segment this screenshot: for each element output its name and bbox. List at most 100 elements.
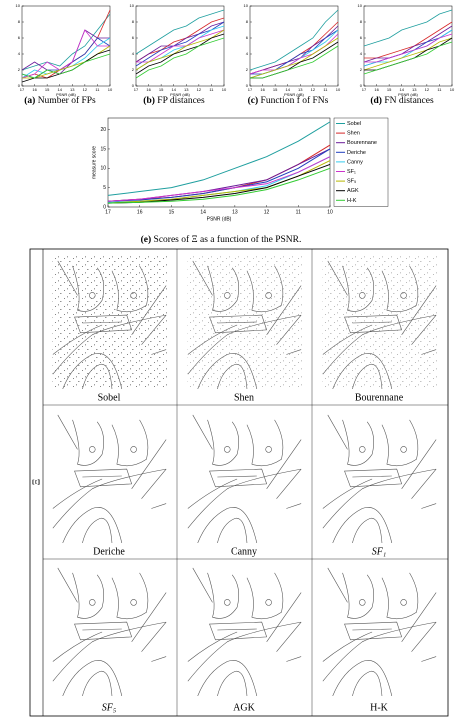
legend-label: Shen [347, 131, 360, 137]
caption: (d) FN distances [370, 95, 434, 106]
x-tick-label: 10 [336, 87, 341, 92]
series-line [135, 17, 225, 63]
x-axis-label: PSNR (dB) [207, 216, 232, 222]
y-tick-label: 6 [18, 35, 21, 40]
image-table: Ξ [29, 248, 449, 717]
image-label: SF₅ [102, 702, 117, 713]
series-line [107, 121, 331, 196]
edge-image [52, 567, 167, 696]
series-line [21, 53, 111, 79]
caption-label: (d) [370, 95, 382, 106]
series-line [249, 9, 339, 71]
x-tick-label: 14 [285, 87, 290, 92]
y-tick-label: 8 [132, 19, 135, 24]
y-tick-label: 10 [130, 3, 135, 8]
series-line [107, 156, 331, 202]
caption-text: Scores of Ξ as a function of the PSNR. [154, 234, 302, 245]
x-tick-label: 10 [108, 87, 113, 92]
x-axis-label: PSNR (dB) [398, 92, 418, 97]
x-tick-label: 12 [264, 209, 270, 215]
y-tick-label: 2 [132, 67, 135, 72]
series-line [135, 21, 225, 63]
x-tick-label: 11 [323, 87, 328, 92]
image-label: H-K [370, 702, 389, 713]
edge-image [52, 256, 167, 389]
legend-label: SF₁ [347, 169, 356, 175]
legend-label: H-K [347, 198, 357, 204]
caption-label: (e) [141, 234, 152, 245]
caption: (a) Number of FPs [24, 95, 96, 106]
x-tick-label: 11 [296, 209, 301, 215]
x-tick-label: 16 [374, 87, 379, 92]
caption-text: Number of FPs [38, 95, 96, 106]
x-tick-label: 14 [399, 87, 404, 92]
caption-label: (b) [143, 95, 155, 106]
x-tick-label: 10 [327, 209, 333, 215]
caption: (c) Function f of FNs [248, 95, 329, 106]
plot-area [107, 117, 331, 208]
series-line [21, 29, 110, 79]
y-tick-label: 15 [100, 146, 106, 152]
x-tick-label: 16 [260, 87, 265, 92]
series-line [136, 29, 225, 63]
series-line [21, 13, 111, 71]
edge-map [52, 414, 167, 543]
edge-map [322, 414, 437, 543]
x-tick-label: 10 [222, 87, 227, 92]
series-line [135, 33, 225, 75]
x-tick-label: 12 [425, 87, 430, 92]
series-line [135, 9, 225, 55]
table-border [29, 248, 449, 717]
legend-label: AGK [347, 188, 359, 194]
series-line [135, 29, 225, 71]
x-tick-label: 10 [450, 87, 455, 92]
x-tick-label: 13 [184, 87, 189, 92]
series-line [250, 45, 339, 79]
caption: (e) Scores of Ξ as a function of the PSN… [141, 234, 302, 245]
legend-label: Canny [347, 159, 363, 165]
x-tick-label: 17 [20, 87, 25, 92]
y-tick-label: 10 [100, 166, 106, 172]
series-line [249, 25, 339, 75]
x-tick-label: 17 [362, 87, 367, 92]
image-label: SF₁ [372, 546, 387, 557]
series-line [135, 25, 225, 71]
y-tick-label: 2 [246, 67, 249, 72]
edge-map [187, 567, 302, 696]
y-tick-label: 10 [358, 3, 363, 8]
y-tick-label: 0 [360, 83, 363, 88]
caption-text: FN distances [384, 96, 434, 106]
edge-map [52, 567, 167, 696]
x-tick-label: 15 [45, 87, 50, 92]
legend-label: SF₅ [347, 179, 356, 185]
y-tick-label: 0 [132, 83, 135, 88]
legend-label: Deriche [347, 150, 366, 156]
y-axis-label: measure score [91, 146, 97, 179]
legend-label: Sobel [347, 121, 361, 127]
x-tick-label: 12 [197, 87, 202, 92]
y-tick-label: 4 [132, 51, 135, 56]
caption-label: (a) [24, 95, 35, 106]
caption-text: FP distances [157, 96, 205, 106]
y-tick-label: 5 [103, 185, 106, 191]
x-tick-label: 15 [387, 87, 392, 92]
edge-image [322, 414, 437, 543]
y-tick-label: 10 [244, 3, 249, 8]
x-tick-label: 11 [209, 87, 214, 92]
image-label: Bourennane [355, 392, 404, 403]
y-tick-label: 6 [246, 35, 249, 40]
image-label: Sobel [98, 392, 121, 403]
x-axis-label: PSNR (dB) [284, 92, 304, 97]
y-tick-label: 2 [360, 67, 363, 72]
x-axis-label: PSNR (dB) [56, 92, 76, 97]
x-tick-label: 12 [311, 87, 316, 92]
y-tick-label: 0 [18, 83, 21, 88]
image-label: Canny [231, 546, 257, 557]
edge-image [322, 256, 437, 389]
series-line [363, 25, 453, 63]
series-line [364, 33, 453, 63]
y-tick-label: 8 [18, 19, 21, 24]
y-tick-label: 10 [16, 3, 21, 8]
x-tick-label: 15 [159, 87, 164, 92]
